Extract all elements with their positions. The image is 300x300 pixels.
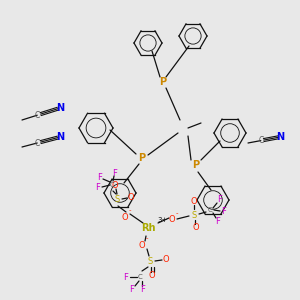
Text: C: C	[138, 274, 142, 280]
Text: O: O	[122, 212, 128, 221]
Text: Rh: Rh	[141, 223, 155, 233]
Text: F: F	[98, 172, 102, 182]
Text: O: O	[149, 272, 155, 280]
Text: P: P	[159, 77, 167, 87]
Text: O: O	[139, 241, 145, 250]
Text: C: C	[34, 139, 40, 148]
Text: O: O	[191, 196, 197, 206]
Text: F: F	[222, 208, 226, 217]
Text: -: -	[176, 210, 178, 216]
Text: O: O	[128, 194, 134, 202]
Text: P: P	[192, 160, 200, 170]
Text: C: C	[208, 207, 212, 213]
Text: S: S	[191, 211, 196, 220]
Text: F: F	[96, 184, 100, 193]
Text: -: -	[129, 207, 131, 213]
Text: S: S	[114, 196, 120, 205]
Text: N: N	[56, 132, 64, 142]
Text: F: F	[141, 284, 146, 293]
Text: O: O	[169, 215, 175, 224]
Text: O: O	[163, 256, 169, 265]
Text: F: F	[216, 218, 220, 226]
Text: C: C	[34, 111, 40, 120]
Text: -: -	[146, 235, 148, 241]
Text: F: F	[218, 196, 222, 205]
Text: 3+: 3+	[158, 217, 168, 223]
Text: N: N	[276, 132, 284, 142]
Text: C: C	[258, 136, 263, 145]
Text: C: C	[110, 182, 114, 188]
Text: P: P	[138, 153, 146, 163]
Text: F: F	[112, 169, 117, 178]
Text: S: S	[147, 257, 153, 266]
Text: O: O	[193, 224, 199, 232]
Text: F: F	[130, 284, 134, 293]
Text: F: F	[124, 272, 128, 281]
Text: N: N	[56, 103, 64, 113]
Text: O: O	[112, 181, 118, 190]
